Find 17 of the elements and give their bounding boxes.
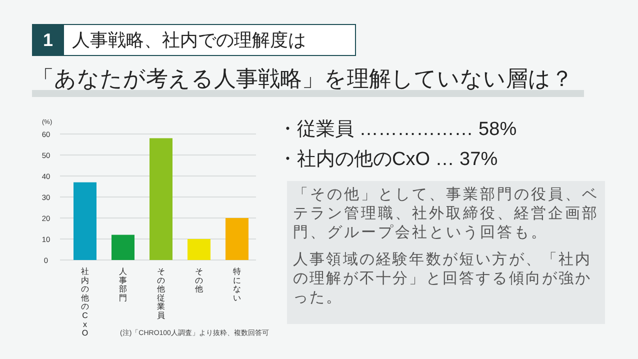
text: 1 [32,24,64,56]
bar [188,239,210,260]
chart-title: 人事戦略、社内での理解度は [72,29,306,52]
text: 人事領域の経験年数が短い方が、「社内の理解が不十分」と回答する傾向が強かった。 [293,250,593,307]
text: ・社内の他のCxO … 37% [278,148,498,172]
text: 「その他」として、事業部門の役員、ベテラン管理職、社外取締役、経営企画部門、グループ会社という回答も。 [293,185,600,242]
x-tick-label: その他従業員 [157,267,165,320]
text: 「あなたが考える人事戦略」を理解していない層は？ [32,65,573,93]
text: ・従業員 ……………… 58% [278,118,517,142]
bar [226,218,248,260]
x-tick-label: 社内の他のCxO [81,267,89,338]
x-tick-label: 人事部門 [119,267,127,302]
bar [150,138,172,260]
x-tick-label: その他 [195,267,203,294]
bar [112,234,134,260]
x-tick-label: 特にない [233,267,241,302]
bar [74,182,96,260]
